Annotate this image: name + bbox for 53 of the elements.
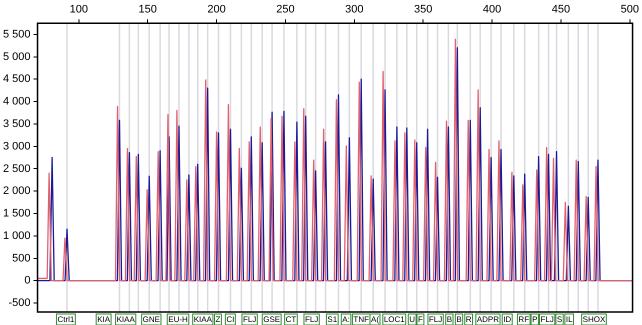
annotation: SHOX [582,315,606,324]
annotation: A: [342,315,350,324]
y-tick-label: 3 500 [2,118,31,130]
annotation: P [532,315,538,324]
x-tick-label: 400 [482,4,502,16]
annotation: Z [216,315,221,324]
annotation: S1 [327,315,338,324]
annotation: RF [518,315,530,324]
y-tick-label: 500 [12,252,31,264]
annotation: LOC1 [384,315,406,324]
annotation: S [556,315,562,324]
y-tick-label: 5 500 [2,28,31,40]
annotation: B [456,315,462,324]
annotation: GSE [263,315,280,324]
y-tick-label: 1 000 [2,230,31,242]
annotation: IL [566,315,574,324]
y-tick-label: 1 500 [2,208,31,220]
x-tick-label: 450 [552,4,570,16]
annotation: ADPR [476,315,500,324]
y-tick-label: 0 [24,274,31,287]
annotation: KIAA [194,315,213,324]
annotation: A( [370,315,380,324]
annotation: CI [226,315,234,324]
annotation: R [466,315,472,324]
annotation: FLJ [428,315,442,324]
y-tick-label: 4 000 [2,96,31,108]
y-tick-label: 5 000 [2,50,31,63]
x-tick-label: 200 [207,4,226,16]
y-tick-label: -500 [8,297,31,310]
y-tick-label: 4 500 [2,73,31,86]
annotation: ID [503,315,512,324]
annotation: FLJ [540,315,554,324]
annotation: CT [286,315,296,324]
y-tick-label: 3 000 [2,140,31,152]
y-tick-label: 2 500 [2,162,31,175]
annotation: TNF [353,315,370,324]
annotation: F [418,315,423,324]
x-tick-label: 250 [276,4,295,16]
annotation: U [409,315,416,324]
x-tick-label: 300 [345,4,364,16]
annotation: B [446,315,452,324]
x-tick-label: 150 [138,4,157,16]
y-tick-label: 2 000 [2,185,31,198]
x-tick-label: 500 [620,4,639,16]
x-tick-label: 350 [414,4,432,16]
annotation: KIAA [116,315,136,324]
annotation: KIA [97,315,111,324]
x-tick-label: 100 [70,4,88,16]
annotation: EU-H [168,315,188,324]
annotation: Ctrl1 [57,315,75,324]
annotation: FLJ [242,315,256,324]
annotation: FLJ [304,315,318,324]
annotation: GNE [142,315,160,324]
